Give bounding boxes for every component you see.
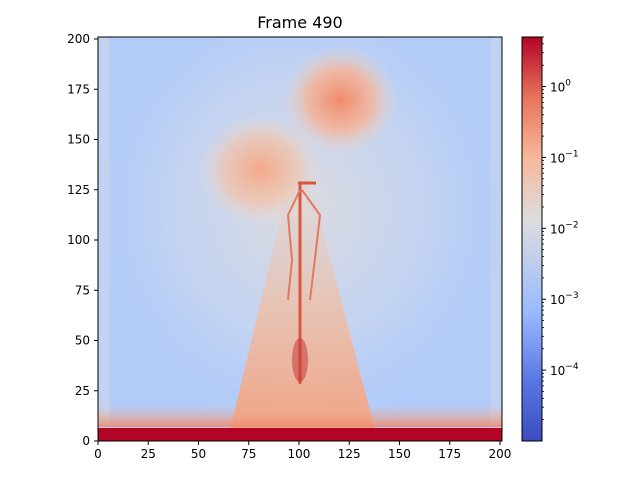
y-tick-label: 50 — [75, 334, 90, 348]
colorbar-tick-exponent: −3 — [565, 291, 578, 301]
chart-title: Frame 490 — [257, 13, 342, 32]
y-tick-label: 100 — [67, 233, 90, 247]
x-tick-label: 150 — [388, 447, 411, 461]
heatmap-field — [98, 37, 502, 441]
colorbar-tick-exponent: −2 — [565, 220, 578, 230]
colorbar-tick-label: 10−4 — [550, 362, 579, 378]
colorbar-tick-exponent: −1 — [565, 149, 578, 159]
y-tick-label: 25 — [75, 384, 90, 398]
x-tick-label: 200 — [489, 447, 512, 461]
x-tick-label: 125 — [338, 447, 361, 461]
y-tick-label: 75 — [75, 283, 90, 297]
column-arm-right — [301, 189, 322, 301]
x-tick-label: 50 — [191, 447, 206, 461]
x-tick-label: 175 — [438, 447, 461, 461]
x-tick-label: 75 — [241, 447, 256, 461]
colorbar-gradient — [521, 36, 543, 442]
colorbar-tick-base: 10 — [550, 151, 565, 165]
colorbar-tick-label: 10−2 — [550, 220, 579, 236]
upper-plume-lobe — [282, 45, 398, 155]
column-core-spot — [292, 338, 308, 382]
colorbar-tick-exponent: −4 — [565, 362, 579, 372]
y-tick-label: 200 — [67, 32, 90, 46]
colorbar-tick-label: 10−1 — [550, 149, 579, 165]
x-tick-label: 0 — [94, 447, 102, 461]
colorbar-tick-base: 10 — [550, 293, 565, 307]
axes-frame — [97, 36, 503, 442]
x-tick-label: 100 — [288, 447, 311, 461]
y-tick-label: 175 — [67, 82, 90, 96]
left-plume-lobe — [198, 114, 322, 226]
column-arm-left — [286, 189, 301, 301]
axes: 0 25 50 75 100 125 150 175 200 0 25 50 75 100 125 150 1… — [67, 32, 511, 461]
x-axis-ticks: 0 25 50 75 100 125 150 175 200 — [94, 441, 511, 461]
colorbar-tick-base: 10 — [550, 222, 565, 236]
bottom-boundary-band — [98, 428, 502, 441]
x-tick-label: 25 — [141, 447, 156, 461]
colorbar-tick-exponent: 0 — [565, 79, 571, 89]
colorbar-tick-label: 100 — [550, 79, 571, 95]
base-glow — [98, 405, 502, 427]
colorbar-tick-base: 10 — [550, 81, 565, 95]
y-tick-label: 150 — [67, 133, 90, 147]
y-axis-ticks: 0 25 50 75 100 125 150 175 200 — [67, 32, 98, 448]
colorbar-tick-base: 10 — [550, 364, 565, 378]
lower-cone — [230, 200, 375, 430]
colorbar-tick-label: 10−3 — [550, 291, 579, 307]
y-tick-label: 0 — [82, 434, 90, 448]
y-tick-label: 125 — [67, 183, 90, 197]
